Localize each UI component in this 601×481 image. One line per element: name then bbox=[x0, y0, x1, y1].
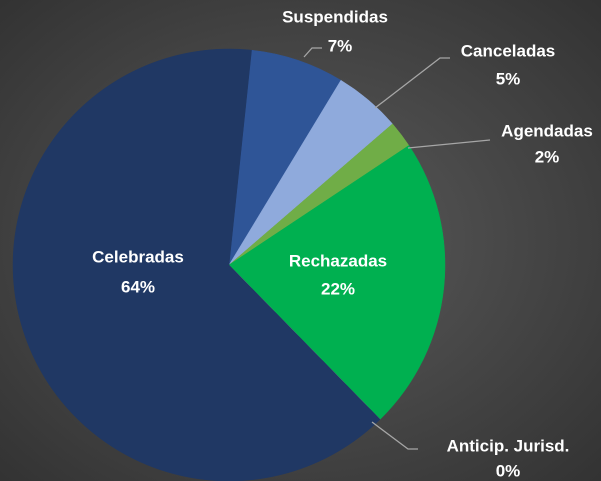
pie-slice bbox=[12, 48, 381, 481]
slice-label: Rechazadas bbox=[289, 251, 387, 270]
slice-label: Canceladas bbox=[461, 41, 556, 60]
slice-value-label: 22% bbox=[321, 279, 355, 298]
leader-line bbox=[374, 57, 450, 109]
slice-value-label: 64% bbox=[121, 277, 155, 296]
leader-line bbox=[407, 139, 491, 149]
leader-line bbox=[371, 421, 418, 450]
slice-value-label: 7% bbox=[328, 36, 353, 55]
slice-value-label: 5% bbox=[496, 69, 521, 88]
slice-label: Suspendidas bbox=[282, 7, 388, 26]
slice-label: Celebradas bbox=[92, 247, 184, 266]
slice-value-label: 0% bbox=[496, 461, 521, 480]
slice-label: Anticip. Jurisd. bbox=[447, 436, 570, 455]
slice-value-label: 2% bbox=[535, 147, 560, 166]
leader-line bbox=[303, 47, 322, 58]
pie-slice bbox=[228, 145, 446, 420]
slice-label: Agendadas bbox=[501, 121, 593, 140]
